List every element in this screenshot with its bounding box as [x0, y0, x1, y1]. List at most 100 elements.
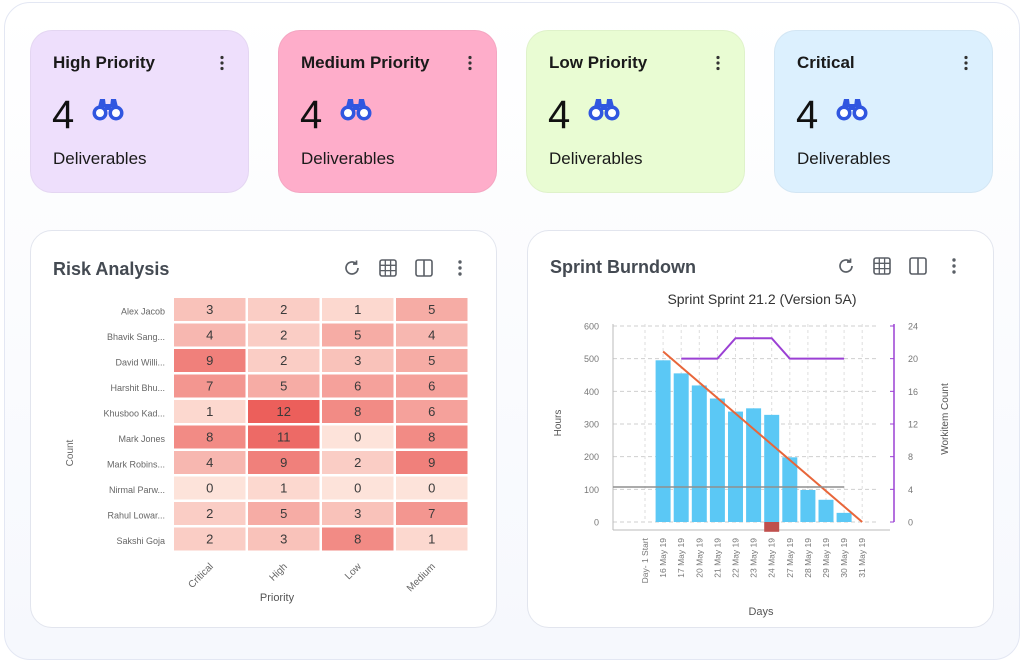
vertical-dots-icon[interactable] — [449, 257, 471, 279]
burndown-bar[interactable] — [800, 489, 816, 522]
y2-tick-label: 4 — [908, 485, 913, 495]
heatmap-cell[interactable] — [396, 298, 468, 321]
heatmap-cell-value: 7 — [206, 379, 213, 394]
heatmap-cell[interactable] — [248, 400, 320, 423]
heatmap-cell[interactable] — [322, 502, 394, 525]
heatmap-cell[interactable] — [248, 374, 320, 398]
heatmap-row-label: Mark Robins... — [107, 459, 165, 469]
heatmap-cell[interactable] — [396, 527, 468, 551]
heatmap-cell-value: 0 — [428, 481, 435, 496]
heatmap-cell[interactable] — [248, 476, 320, 500]
heatmap-cell[interactable] — [174, 476, 246, 500]
heatmap-cell[interactable] — [322, 323, 394, 347]
heatmap-cell[interactable] — [248, 349, 320, 372]
vertical-dots-icon[interactable] — [708, 53, 728, 73]
heatmap-column-label: High — [268, 561, 290, 583]
split-view-icon[interactable] — [907, 255, 929, 277]
heatmap-cell[interactable] — [322, 400, 394, 423]
vertical-dots-icon[interactable] — [460, 53, 480, 73]
y2-tick-label: 12 — [908, 420, 918, 430]
x-tick-label: 17 May 19 — [676, 538, 686, 578]
heatmap-cell[interactable] — [248, 425, 320, 449]
burndown-bar[interactable] — [728, 411, 743, 522]
heatmap-cell[interactable] — [396, 323, 468, 347]
heatmap-cell-value: 4 — [428, 328, 435, 343]
burndown-bar[interactable] — [836, 512, 852, 522]
y-tick-label: 100 — [584, 485, 599, 495]
card-subtitle: Deliverables — [797, 149, 891, 168]
heatmap-cell-value: 11 — [277, 430, 291, 445]
heatmap-cell[interactable] — [322, 425, 394, 449]
burndown-bar[interactable] — [818, 499, 834, 522]
heatmap-cell[interactable] — [174, 349, 246, 372]
burndown-bar[interactable] — [691, 385, 707, 522]
card-subtitle: Deliverables — [301, 149, 395, 168]
heatmap-cell-value: 8 — [206, 430, 213, 445]
heatmap-cell-value: 3 — [280, 532, 287, 547]
heatmap-cell-value: 7 — [428, 506, 435, 521]
heatmap-cell[interactable] — [322, 349, 394, 372]
heatmap-cell[interactable] — [322, 476, 394, 500]
vertical-dots-icon[interactable] — [212, 53, 232, 73]
heatmap-cell[interactable] — [174, 400, 246, 423]
summary-card[interactable]: Medium Priority 4 Deliverables — [278, 30, 497, 193]
heatmap-column-label: Low — [343, 561, 364, 582]
heatmap-cell-value: 1 — [354, 302, 361, 317]
burndown-chart: Sprint Sprint 21.2 (Version 5A)010020030… — [553, 291, 951, 618]
heatmap-cell[interactable] — [396, 502, 468, 525]
heatmap-cell[interactable] — [396, 451, 468, 474]
heatmap-cell[interactable] — [248, 502, 320, 525]
burndown-bar[interactable] — [764, 414, 780, 522]
summary-card[interactable]: Low Priority 4 Deliverables — [526, 30, 745, 193]
heatmap-cell[interactable] — [248, 298, 320, 321]
heatmap-cell[interactable] — [174, 298, 246, 321]
table-grid-icon[interactable] — [871, 255, 893, 277]
burndown-bar[interactable] — [746, 408, 762, 522]
refresh-icon[interactable] — [341, 257, 363, 279]
summary-card[interactable]: Critical 4 Deliverables — [774, 30, 993, 193]
heatmap-cell[interactable] — [322, 527, 394, 551]
heatmap-cell[interactable] — [322, 298, 394, 321]
burndown-bar[interactable] — [709, 398, 725, 522]
heatmap-cell[interactable] — [396, 476, 468, 500]
heatmap-cell[interactable] — [174, 323, 246, 347]
heatmap-cell[interactable] — [174, 425, 246, 449]
refresh-icon[interactable] — [835, 255, 857, 277]
heatmap-cell[interactable] — [174, 502, 246, 525]
heatmap-cell[interactable] — [396, 425, 468, 449]
heatmap-cell-value: 3 — [206, 302, 213, 317]
card-subtitle: Deliverables — [53, 149, 147, 168]
heatmap-cell[interactable] — [322, 374, 394, 398]
binoculars-icon — [92, 97, 124, 128]
heatmap-cell[interactable] — [396, 374, 468, 398]
burndown-bar[interactable] — [782, 457, 798, 522]
vertical-dots-icon[interactable] — [956, 53, 976, 73]
y2-tick-label: 16 — [908, 387, 918, 397]
summary-card[interactable]: High Priority 4 Deliverables — [30, 30, 249, 193]
heatmap-cell[interactable] — [174, 527, 246, 551]
heatmap-cell[interactable] — [248, 323, 320, 347]
ideal-burndown-line — [662, 350, 863, 523]
burndown-bar[interactable] — [673, 373, 689, 522]
heatmap-cell-value: 0 — [354, 430, 361, 445]
burndown-bar[interactable] — [764, 522, 780, 532]
y2-tick-label: 20 — [908, 354, 918, 364]
burndown-y2-axis-label: Workitem Count — [940, 383, 951, 455]
heatmap-cell[interactable] — [174, 374, 246, 398]
heatmap-cell[interactable] — [248, 527, 320, 551]
heatmap-cell-value: 8 — [428, 430, 435, 445]
heatmap-cell[interactable] — [174, 451, 246, 474]
heatmap-cell[interactable] — [248, 451, 320, 474]
heatmap-cell[interactable] — [396, 400, 468, 423]
heatmap-cell-value: 5 — [428, 353, 435, 368]
heatmap-cell[interactable] — [322, 451, 394, 474]
heatmap-row-label: Harshit Bhu... — [110, 383, 165, 393]
vertical-dots-icon[interactable] — [943, 255, 965, 277]
split-view-icon[interactable] — [413, 257, 435, 279]
table-grid-icon[interactable] — [377, 257, 399, 279]
x-tick-label: 31 May 19 — [857, 538, 867, 578]
heatmap-cell[interactable] — [396, 349, 468, 372]
risk-analysis-title: Risk Analysis — [53, 259, 170, 279]
burndown-bar[interactable] — [655, 360, 671, 522]
card-count: 4 — [300, 93, 323, 137]
